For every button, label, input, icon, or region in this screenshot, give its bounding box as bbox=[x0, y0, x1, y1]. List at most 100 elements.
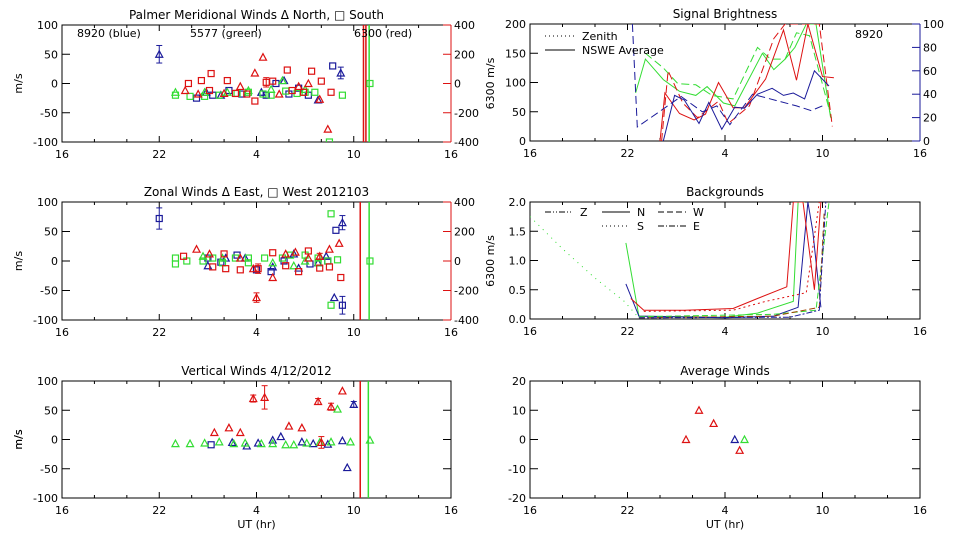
triangle-marker bbox=[268, 272, 278, 282]
triangle-marker bbox=[326, 437, 336, 446]
square-marker bbox=[338, 91, 347, 99]
legend-label: N bbox=[637, 206, 645, 219]
y-tick-label: 20 bbox=[512, 375, 526, 388]
y-tick-label: 0.5 bbox=[509, 284, 527, 297]
x-tick-label: 4 bbox=[722, 504, 729, 517]
axis-frame bbox=[61, 380, 452, 499]
triangle-marker bbox=[258, 52, 268, 61]
series-line bbox=[630, 202, 822, 311]
square-marker bbox=[332, 226, 340, 234]
series-6300 bbox=[681, 405, 745, 454]
y2-tick-label: 200 bbox=[454, 226, 475, 239]
chart-backgrounds: Backgrounds 16 22 4 10 16 2.0 1.5 1.0 0.5 0.0 Z N W S E bbox=[509, 185, 928, 338]
triangle-marker bbox=[268, 435, 278, 444]
y-axis-label: m/s bbox=[12, 73, 25, 93]
square-marker bbox=[299, 88, 308, 96]
square-marker bbox=[192, 94, 201, 102]
square-marker bbox=[186, 92, 194, 100]
square-marker bbox=[333, 256, 342, 264]
y-tick-label: -100 bbox=[33, 314, 58, 327]
series-8920 bbox=[730, 434, 740, 444]
axis-frame bbox=[61, 201, 451, 321]
legend-label: NSWE Average bbox=[582, 44, 664, 57]
x-tick-label: 4 bbox=[253, 148, 260, 161]
triangle-marker bbox=[154, 49, 164, 58]
x-tick-label: 16 bbox=[913, 325, 927, 338]
plot-area bbox=[155, 202, 374, 320]
x-tick-label: 16 bbox=[913, 147, 927, 160]
y2-tick-label: -400 bbox=[454, 136, 479, 149]
square-marker bbox=[338, 301, 347, 309]
y-tick-label: -100 bbox=[33, 492, 58, 505]
legend-label: Zenith bbox=[582, 30, 618, 43]
legend-label: Z bbox=[580, 206, 588, 219]
triangle-marker bbox=[235, 427, 245, 437]
plot-area bbox=[170, 381, 375, 498]
triangle-marker bbox=[235, 81, 245, 91]
x-tick-label: 10 bbox=[347, 504, 361, 517]
series-5577 bbox=[170, 404, 375, 449]
triangle-marker bbox=[214, 437, 224, 446]
chart-title: Zonal Winds Δ East, □ West 2012103 bbox=[144, 185, 369, 199]
y-axis-label: m/s bbox=[12, 429, 25, 449]
y-tick-label: -10 bbox=[508, 463, 526, 476]
series-line bbox=[631, 24, 823, 128]
triangle-marker bbox=[289, 439, 299, 449]
x-tick-label: 4 bbox=[722, 325, 729, 338]
y2-tick-label: 200 bbox=[454, 48, 475, 61]
x-tick-label: 16 bbox=[523, 325, 537, 338]
legend-label: E bbox=[693, 220, 700, 233]
y-axis-label: m/s bbox=[12, 429, 25, 449]
chart-zonal: Zonal Winds Δ East, □ West 2012103 16 22 4 1… bbox=[12, 185, 497, 339]
triangle-marker bbox=[219, 88, 229, 98]
y-tick-label: -100 bbox=[33, 136, 58, 149]
y-tick-label: 50 bbox=[512, 106, 526, 119]
square-marker bbox=[317, 77, 325, 85]
triangle-marker bbox=[290, 247, 300, 256]
x-tick-label: 16 bbox=[444, 504, 458, 517]
square-marker bbox=[316, 264, 324, 272]
y-tick-label: 100 bbox=[37, 375, 58, 388]
axis-frame bbox=[529, 23, 920, 142]
triangle-marker bbox=[303, 253, 313, 262]
square-marker bbox=[199, 257, 207, 265]
triangle-marker bbox=[192, 244, 202, 253]
y-tick-label: 200 bbox=[505, 18, 526, 31]
x-tick-label: 16 bbox=[913, 504, 927, 517]
x-tick-label: 22 bbox=[152, 148, 166, 161]
triangle-marker bbox=[180, 85, 190, 95]
x-tick-label: 10 bbox=[347, 148, 361, 161]
plot-area bbox=[631, 24, 834, 141]
x-tick-label: 4 bbox=[722, 147, 729, 160]
axis-frame bbox=[529, 201, 921, 320]
y2-tick-label: 40 bbox=[923, 88, 937, 101]
square-marker bbox=[236, 266, 244, 274]
triangle-marker bbox=[250, 68, 260, 77]
square-marker bbox=[327, 88, 335, 96]
square-marker bbox=[325, 138, 334, 142]
triangle-marker bbox=[276, 431, 286, 441]
x-tick-label: 22 bbox=[621, 504, 635, 517]
legend-label: W bbox=[693, 206, 704, 219]
square-marker bbox=[325, 263, 334, 271]
y2-tick-label: 100 bbox=[923, 18, 944, 31]
triangle-marker bbox=[274, 89, 284, 98]
y-tick-label: 0 bbox=[51, 255, 58, 268]
triangle-marker bbox=[365, 435, 375, 444]
square-marker bbox=[222, 265, 230, 273]
axis-frame bbox=[61, 24, 451, 143]
triangle-marker bbox=[185, 438, 195, 448]
x-tick-label: 16 bbox=[444, 326, 458, 339]
y-tick-label: -50 bbox=[40, 463, 58, 476]
triangle-marker bbox=[193, 89, 203, 98]
square-marker bbox=[295, 268, 303, 276]
x-tick-label: 10 bbox=[816, 147, 830, 160]
y-tick-label: -20 bbox=[508, 492, 526, 505]
triangle-marker bbox=[349, 399, 359, 408]
y-tick-label: 100 bbox=[37, 19, 58, 32]
triangle-marker bbox=[313, 396, 323, 406]
y-tick-label: 100 bbox=[37, 196, 58, 209]
